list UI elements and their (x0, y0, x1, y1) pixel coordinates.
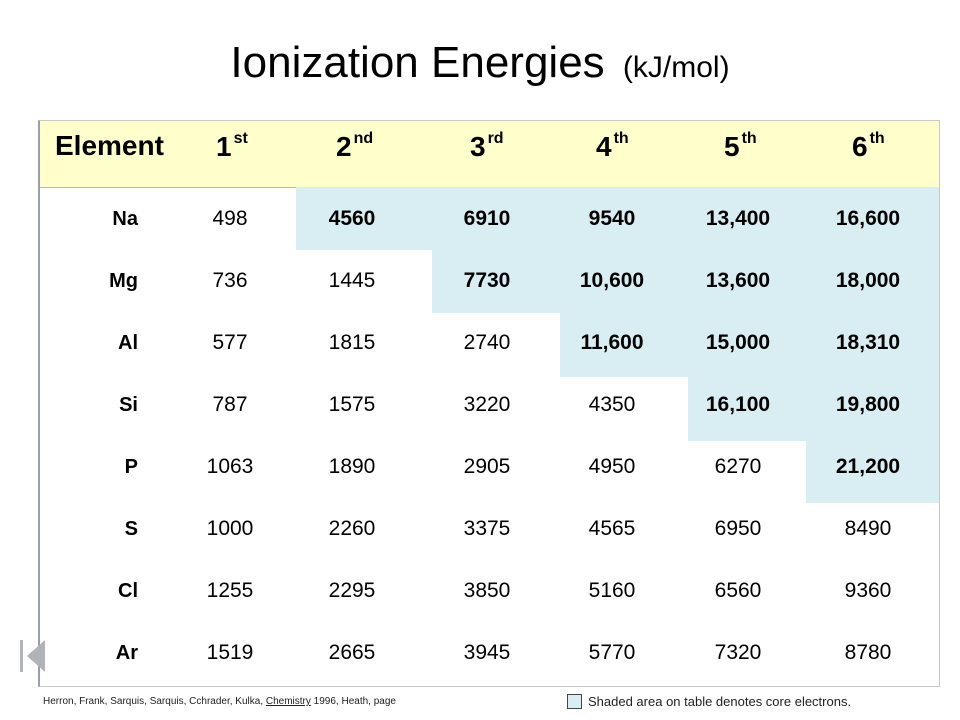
row-label-al: Al (118, 332, 138, 354)
cell-al-ie5: 15,000 (705, 331, 771, 354)
cell-na-ie2: 4560 (328, 207, 376, 230)
cell-na-ie6: 16,600 (835, 207, 901, 230)
cell-mg-ie5: 13,600 (705, 269, 771, 292)
title-main: Ionization Energies (230, 38, 605, 87)
cell-p-ie3: 2905 (463, 455, 511, 478)
cell-na-ie4: 9540 (588, 207, 636, 230)
cell-al-ie6: 18,310 (835, 331, 901, 354)
cell-p-ie5: 6270 (714, 455, 762, 478)
cell-cl-ie4: 5160 (588, 579, 636, 602)
cell-si-ie4: 4350 (588, 393, 636, 416)
cell-ar-ie1: 1519 (206, 641, 254, 664)
cell-cl-ie1: 1255 (206, 579, 254, 602)
cell-s-ie1: 1000 (206, 517, 254, 540)
row-label-p: P (124, 456, 138, 478)
cell-ar-ie6: 8780 (844, 641, 892, 664)
shading-legend: Shaded area on table denotes core electr… (567, 694, 851, 709)
cell-si-ie5: 16,100 (705, 393, 771, 416)
cell-ar-ie2: 2665 (328, 641, 376, 664)
cell-si-ie1: 787 (212, 393, 248, 416)
cell-na-ie3: 6910 (463, 207, 511, 230)
cell-p-ie6: 21,200 (835, 455, 901, 478)
row-label-mg: Mg (109, 270, 138, 292)
page-title: Ionization Energies (kJ/mol) (0, 38, 960, 88)
cell-s-ie5: 6950 (714, 517, 762, 540)
column-header-element: Element (55, 130, 164, 161)
cell-s-ie4: 4565 (588, 517, 636, 540)
cell-mg-ie4: 10,600 (579, 269, 645, 292)
cell-cl-ie6: 9360 (844, 579, 892, 602)
cell-al-ie4: 11,600 (580, 331, 644, 354)
cell-p-ie4: 4950 (588, 455, 636, 478)
row-label-si: Si (119, 394, 138, 416)
cell-al-ie1: 577 (212, 331, 248, 354)
cell-mg-ie6: 18,000 (835, 269, 901, 292)
cell-si-ie3: 3220 (463, 393, 511, 416)
cell-si-ie6: 19,800 (835, 393, 901, 416)
cell-mg-ie3: 7730 (463, 269, 511, 292)
cell-ar-ie4: 5770 (588, 641, 636, 664)
cell-na-ie5: 13,400 (705, 207, 771, 230)
cell-p-ie1: 1063 (206, 455, 254, 478)
row-label-cl: Cl (118, 580, 138, 602)
cell-cl-ie5: 6560 (714, 579, 762, 602)
legend-swatch (567, 694, 582, 709)
legend-text: Shaded area on table denotes core electr… (588, 694, 852, 709)
cell-na-ie1: 498 (212, 207, 248, 230)
cell-cl-ie2: 2295 (328, 579, 376, 602)
cell-s-ie6: 8490 (844, 517, 892, 540)
cell-s-ie2: 2260 (328, 517, 376, 540)
row-label-na: Na (112, 208, 138, 230)
row-label-ar: Ar (115, 642, 138, 664)
cell-al-ie3: 2740 (463, 331, 511, 354)
source-credit: Herron, Frank, Sarquis, Sarquis, Cchrade… (43, 696, 396, 707)
first-slide-icon[interactable] (18, 636, 48, 676)
cell-ar-ie3: 3945 (463, 641, 511, 664)
cell-cl-ie3: 3850 (463, 579, 511, 602)
cell-s-ie3: 3375 (463, 517, 511, 540)
cell-mg-ie1: 736 (212, 269, 248, 292)
cell-ar-ie5: 7320 (714, 641, 762, 664)
cell-p-ie2: 1890 (328, 455, 376, 478)
header-band (40, 121, 939, 188)
cell-mg-ie2: 1445 (328, 269, 376, 292)
row-label-s: S (124, 518, 138, 540)
core-shade-region (296, 187, 939, 503)
cell-al-ie2: 1815 (328, 331, 376, 354)
table-panel (38, 120, 940, 687)
title-unit: (kJ/mol) (622, 51, 730, 84)
cell-si-ie2: 1575 (328, 393, 376, 416)
